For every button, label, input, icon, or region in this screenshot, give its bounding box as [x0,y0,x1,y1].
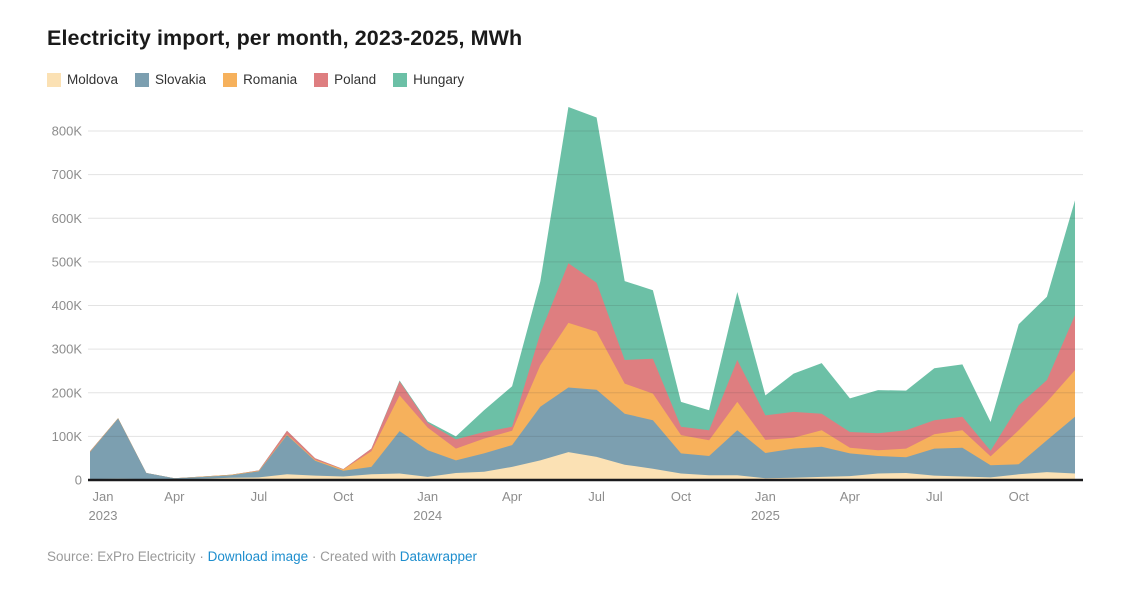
legend-swatch-slovakia [135,72,150,87]
x-axis-label-Apr: Apr [502,489,523,504]
legend-swatch-hungary [393,72,408,87]
legend-label: Moldova [67,72,119,87]
source-text: Source: ExPro Electricity [47,549,196,564]
chart-footer: Source: ExPro Electricity · Download ima… [47,549,477,564]
legend-label: Hungary [413,72,465,87]
y-axis-label-200K: 200K [52,385,83,400]
x-axis-year-2023: 2023 [89,508,118,523]
area-slovakia [90,387,1075,480]
x-axis-label-Jan-2025: Jan [755,489,776,504]
chart-title: Electricity import, per month, 2023-2025… [47,26,523,50]
legend-label: Poland [334,72,377,87]
legend-label: Slovakia [155,72,207,87]
y-axis-label-500K: 500K [52,254,83,269]
x-axis-label-Oct: Oct [1009,489,1030,504]
x-axis-label-Apr: Apr [840,489,861,504]
y-axis-label-800K: 800K [52,124,83,139]
x-axis-label-Oct: Oct [333,489,354,504]
x-axis-year-2025: 2025 [751,508,780,523]
y-axis-label-300K: 300K [52,342,83,357]
legend-item-poland: Poland [314,72,376,87]
legend-item-moldova: Moldova [47,72,118,87]
area-moldova [90,452,1075,480]
legend-swatch-moldova [47,72,61,87]
x-axis-label-Jul: Jul [251,489,268,504]
legend-item-slovakia: Slovakia [135,72,206,87]
created-with-text: Created with [320,549,396,564]
legend: Moldova Slovakia Romania Poland Hungary [47,72,464,87]
footer-separator: · [311,549,317,564]
y-axis-label-0: 0 [75,473,82,488]
y-axis-label-600K: 600K [52,211,83,226]
x-axis-label-Apr: Apr [164,489,185,504]
x-axis-label-Jan-2024: Jan [417,489,438,504]
y-axis-label-400K: 400K [52,298,83,313]
y-axis-label-100K: 100K [52,429,83,444]
legend-item-romania: Romania [223,72,297,87]
datawrapper-link[interactable]: Datawrapper [399,549,478,564]
footer-separator: · [199,549,204,564]
x-axis-label-Jul: Jul [926,489,943,504]
y-axis-label-700K: 700K [52,167,83,182]
x-axis-label-Jul: Jul [588,489,605,504]
x-axis-label-Oct: Oct [671,489,692,504]
x-axis-label-Jan-2023: Jan [93,489,114,504]
download-image-link[interactable]: Download image [207,549,309,564]
legend-item-hungary: Hungary [393,72,464,87]
legend-swatch-romania [223,72,238,87]
x-axis-year-2024: 2024 [413,508,442,523]
legend-label: Romania [243,72,298,87]
legend-swatch-poland [314,72,329,87]
